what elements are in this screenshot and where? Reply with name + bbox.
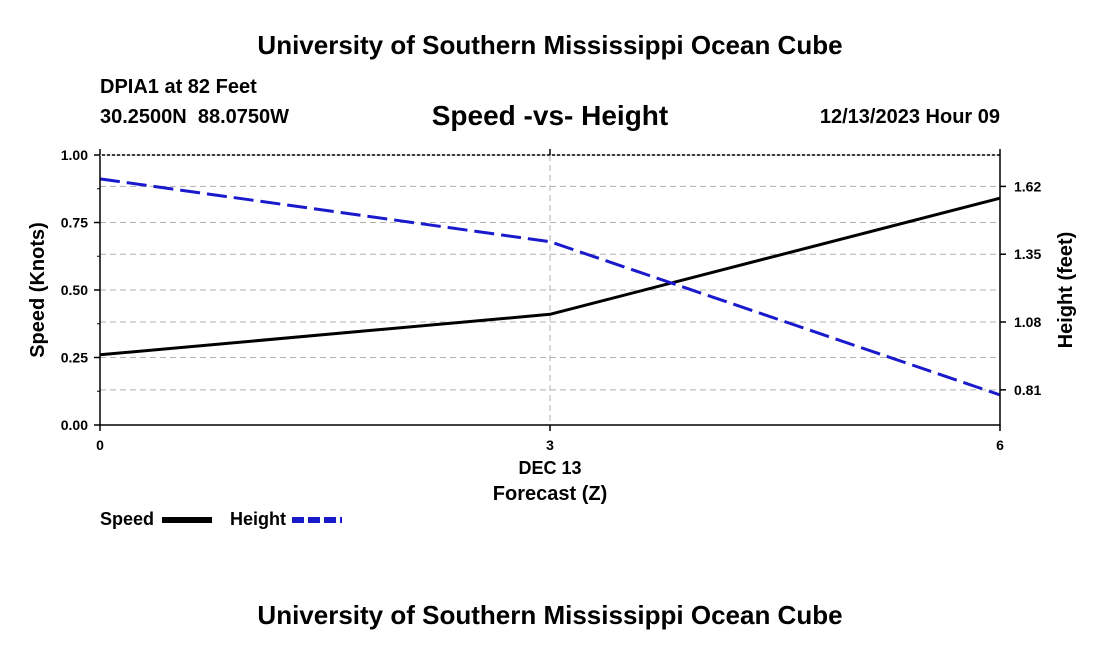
x-axis-title: Forecast (Z) [493,483,607,505]
x-tick-label: 0 [96,437,104,453]
y-left-tick-label: 0.00 [61,417,88,433]
legend-height-label: Height [230,509,286,529]
axes: 0.00 0.25 0.50 0.75 1.00 0.81 1.08 1.35 1.62 0 3 6 [61,147,1042,453]
series-lines [99,177,1001,397]
footer-title: University of Southern Mississippi Ocean… [257,600,843,630]
y-left-tick-label: 0.75 [61,215,88,231]
datetime-label: 12/13/2023 Hour 09 [819,106,1000,128]
series-line-speed [99,196,1001,357]
legend-height-swatch [292,517,342,523]
x-tick-label: 6 [996,437,1004,453]
legend-speed-label: Speed [100,509,155,529]
grid-lines [100,155,1000,425]
chart-title: Speed -vs- Height [431,100,669,131]
station-label: DPIA1 at 82 Feet [100,76,257,98]
y-right-tick-label: 0.81 [1014,382,1041,398]
x-axis-date-label: DEC 13 [518,458,581,478]
y-right-tick-label: 1.62 [1014,178,1041,194]
page-title: University of Southern Mississippi Ocean… [257,30,843,60]
legend-speed-swatch [162,517,212,523]
y-left-tick-label: 0.25 [61,350,88,366]
series-line-height [99,177,1001,397]
y-left-tick-label: 1.00 [61,147,88,163]
y-axis-left-title: Speed (Knots) [27,222,49,358]
y-right-tick-label: 1.08 [1014,314,1041,330]
y-right-tick-label: 1.35 [1014,246,1041,262]
y-axis-right-title: Height (feet) [1055,232,1077,349]
x-tick-label: 3 [546,437,554,453]
y-left-tick-label: 0.50 [61,282,88,298]
coordinates-label: 30.2500N 88.0750W [100,106,290,128]
